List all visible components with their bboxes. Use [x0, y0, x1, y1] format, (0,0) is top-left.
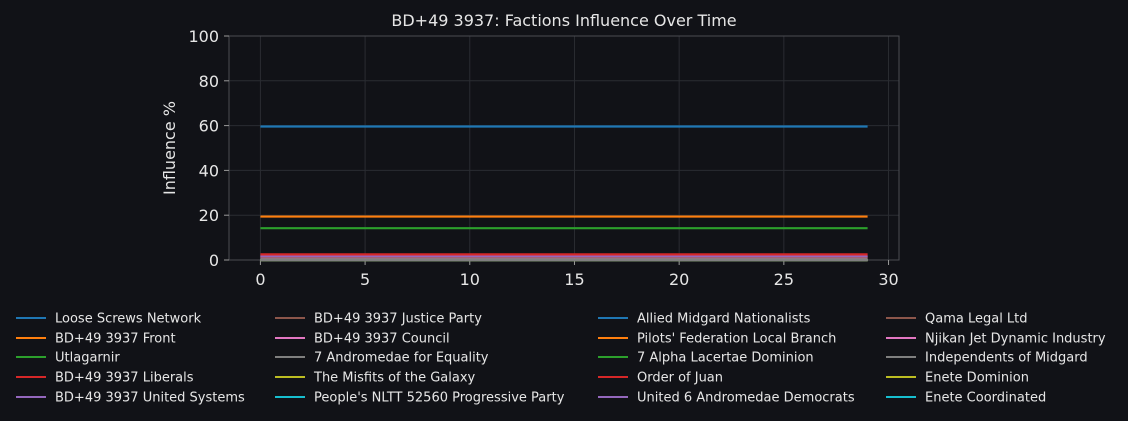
x-tick-label: 20 [669, 270, 689, 289]
legend-label: Order of Juan [637, 371, 723, 386]
legend-item[interactable]: 7 Andromedae for Equality [275, 351, 489, 366]
legend-label: Utlagarnir [55, 351, 120, 366]
legend-label: 7 Andromedae for Equality [314, 351, 489, 366]
legend-label: Independents of Midgard [925, 351, 1088, 366]
y-tick-label: 0 [209, 251, 219, 270]
legend-item[interactable]: Utlagarnir [16, 351, 120, 366]
legend-label: Njikan Jet Dynamic Industry [925, 332, 1106, 347]
y-tick-label: 60 [199, 117, 219, 136]
legend-item[interactable]: Independents of Midgard [886, 351, 1088, 366]
y-tick-label: 100 [188, 27, 219, 46]
legend-label: Qama Legal Ltd [925, 312, 1028, 327]
x-tick-label: 0 [255, 270, 265, 289]
legend-label: Enete Dominion [925, 371, 1029, 386]
legend-item[interactable]: BD+49 3937 Council [275, 332, 450, 347]
legend-item[interactable]: 7 Alpha Lacertae Dominion [598, 351, 814, 366]
legend-item[interactable]: Enete Coordinated [886, 391, 1046, 406]
series-lines [260, 125, 868, 262]
legend-label: Pilots' Federation Local Branch [637, 332, 836, 347]
y-tick-label: 20 [199, 206, 219, 225]
legend-label: 7 Alpha Lacertae Dominion [637, 351, 814, 366]
legend-item[interactable]: BD+49 3937 Justice Party [275, 312, 482, 327]
legend-label: Enete Coordinated [925, 391, 1046, 406]
legend-item[interactable]: The Misfits of the Galaxy [275, 371, 476, 386]
legend-item[interactable]: United 6 Andromedae Democrats [598, 391, 855, 406]
legend-item[interactable]: Allied Midgard Nationalists [598, 312, 811, 327]
legend-label: Allied Midgard Nationalists [637, 312, 811, 327]
legend-item[interactable]: Pilots' Federation Local Branch [598, 332, 836, 347]
legend-label: BD+49 3937 Liberals [55, 371, 194, 386]
legend-label: People's NLTT 52560 Progressive Party [314, 391, 565, 406]
legend-item[interactable]: Njikan Jet Dynamic Industry [886, 332, 1106, 347]
x-tick-label: 15 [564, 270, 584, 289]
legend-item[interactable]: BD+49 3937 United Systems [16, 391, 245, 406]
x-tick-label: 5 [360, 270, 370, 289]
y-tick-label: 80 [199, 72, 219, 91]
legend-label: BD+49 3937 Justice Party [314, 312, 482, 327]
legend-label: BD+49 3937 Front [55, 332, 176, 347]
legend-item[interactable]: Loose Screws Network [16, 312, 202, 327]
legend-label: BD+49 3937 United Systems [55, 391, 245, 406]
x-tick-label: 25 [774, 270, 794, 289]
legend-label: The Misfits of the Galaxy [313, 371, 476, 386]
legend-item[interactable]: BD+49 3937 Front [16, 332, 176, 347]
legend-label: Loose Screws Network [55, 312, 202, 327]
chart-title: BD+49 3937: Factions Influence Over Time [391, 11, 736, 30]
legend-item[interactable]: Enete Dominion [886, 371, 1029, 386]
legend-item[interactable]: Order of Juan [598, 371, 723, 386]
x-tick-label: 10 [460, 270, 480, 289]
y-tick-label: 40 [199, 161, 219, 180]
legend-label: BD+49 3937 Council [314, 332, 450, 347]
legend[interactable]: Loose Screws Network BD+49 3937 Front Utla… [16, 312, 1106, 406]
legend-item[interactable]: Qama Legal Ltd [886, 312, 1028, 327]
legend-item[interactable]: People's NLTT 52560 Progressive Party [275, 391, 565, 406]
legend-item[interactable]: BD+49 3937 Liberals [16, 371, 194, 386]
x-tick-label: 30 [878, 270, 898, 289]
y-axis-label: Influence % [160, 101, 179, 195]
legend-label: United 6 Andromedae Democrats [637, 391, 855, 406]
